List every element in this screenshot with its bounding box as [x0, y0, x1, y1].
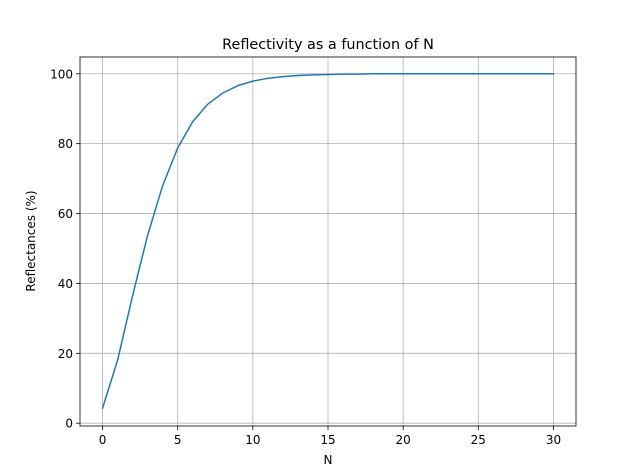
x-tick-label: 15 — [320, 433, 335, 447]
series-layer — [101, 73, 555, 410]
x-axis-ticks: 0 5 10 15 20 25 30 — [99, 426, 561, 447]
y-tick-label: 80 — [58, 137, 73, 151]
x-tick-label: 0 — [99, 433, 107, 447]
y-axis-label: Reflectances (%) — [24, 190, 38, 291]
x-tick-label: 10 — [245, 433, 260, 447]
y-tick-label: 100 — [50, 67, 73, 81]
x-tick-label: 20 — [396, 433, 411, 447]
y-tick-label: 0 — [65, 417, 73, 431]
chart-title: Reflectivity as a function of N — [222, 37, 434, 53]
x-tick-label: 5 — [174, 433, 182, 447]
series-line-reflectance — [101, 73, 555, 410]
y-axis-ticks: 0 20 40 60 80 100 — [50, 67, 80, 431]
y-tick-label: 60 — [58, 207, 73, 221]
x-tick-label: 25 — [471, 433, 486, 447]
x-axis-label: N — [324, 453, 333, 467]
y-tick-label: 40 — [58, 277, 73, 291]
y-tick-label: 20 — [58, 347, 73, 361]
x-tick-label: 30 — [546, 433, 561, 447]
